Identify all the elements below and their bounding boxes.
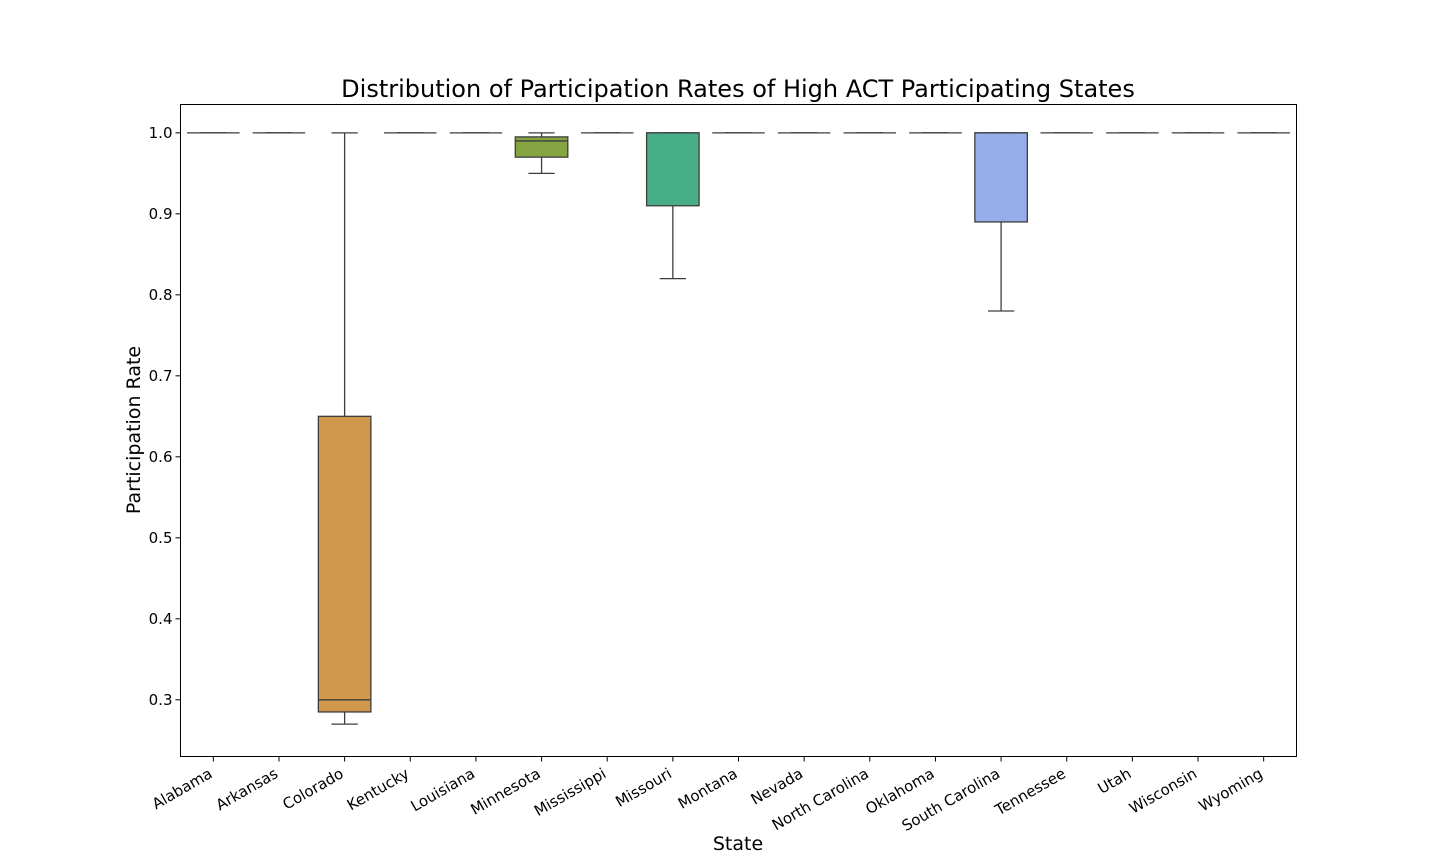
x-tick-label: Kentucky xyxy=(344,764,412,814)
box-minnesota xyxy=(514,132,569,174)
iqr-box xyxy=(974,132,1028,223)
x-tick-label: Mississippi xyxy=(531,764,609,820)
x-tick-label: Minnesota xyxy=(468,764,544,818)
x-tick-label: Louisiana xyxy=(408,764,478,815)
y-tick-label: 0.4 xyxy=(149,610,173,628)
plot-area xyxy=(187,132,1290,725)
y-tick-label: 0.3 xyxy=(149,691,173,709)
y-axis-label: Participation Rate xyxy=(123,346,145,514)
plot-frame xyxy=(180,104,1297,757)
x-tick-label: Montana xyxy=(675,764,741,812)
x-axis-label: State xyxy=(713,833,763,855)
y-axis: 0.3 0.4 0.5 0.6 0.7 0.8 0.9 1.0 xyxy=(149,124,181,709)
x-tick-label: Missouri xyxy=(612,764,674,810)
y-tick-label: 0.6 xyxy=(149,448,173,466)
x-tick-label: Wyoming xyxy=(1196,764,1266,815)
chart-title: Distribution of Participation Rates of H… xyxy=(341,75,1135,103)
iqr-box xyxy=(514,136,569,158)
iqr-box xyxy=(645,132,700,207)
y-tick-label: 1.0 xyxy=(149,124,173,142)
x-axis: AlabamaArkansasColoradoKentuckyLouisiana… xyxy=(149,756,1266,835)
y-tick-label: 0.5 xyxy=(149,529,173,547)
x-tick-label: Arkansas xyxy=(213,764,281,814)
box-missouri xyxy=(645,132,700,280)
x-tick-label: Alabama xyxy=(149,764,215,813)
x-tick-label: Utah xyxy=(1095,764,1135,797)
x-tick-label: Colorado xyxy=(280,764,347,813)
y-tick-label: 0.9 xyxy=(149,205,173,223)
box-colorado xyxy=(317,132,372,725)
y-tick-label: 0.7 xyxy=(149,367,173,385)
x-tick-label: Tennessee xyxy=(991,764,1069,819)
iqr-box xyxy=(317,415,372,713)
x-tick-label: Wisconsin xyxy=(1126,764,1200,817)
box-south-carolina xyxy=(974,132,1028,312)
y-tick-label: 0.8 xyxy=(149,286,173,304)
